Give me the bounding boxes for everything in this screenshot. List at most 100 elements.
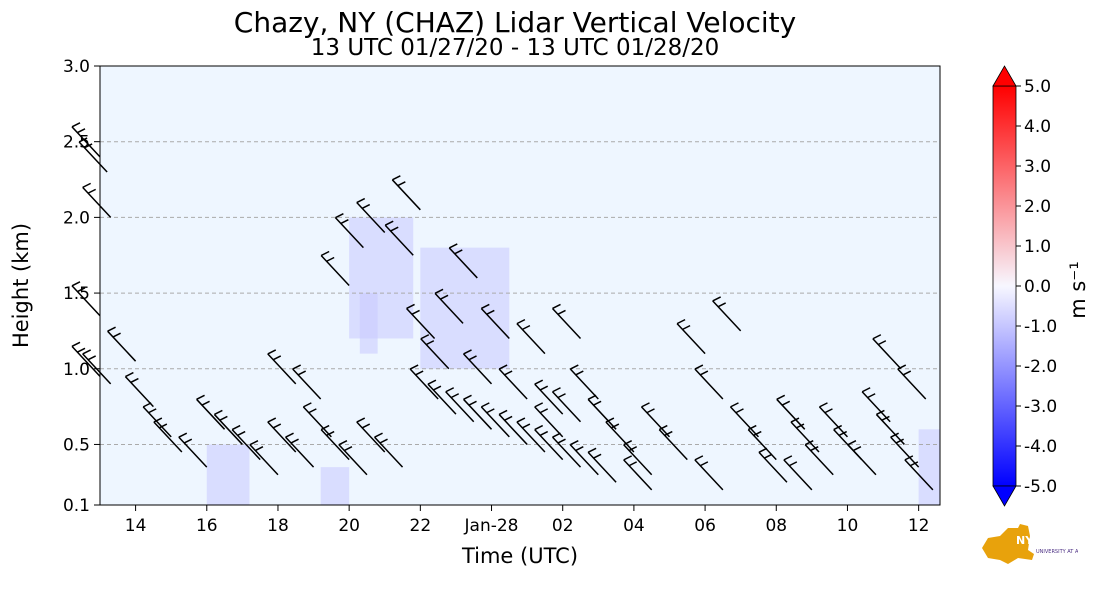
wind-barb: [320, 250, 350, 287]
wind-barb: [445, 387, 475, 423]
x-tick-label: 08: [765, 516, 787, 536]
colorbar-tick-label: 4.0: [1024, 117, 1051, 137]
nys-map-icon: [982, 524, 1034, 564]
wind-barb: [897, 364, 927, 400]
colorbar-tick-label: 0.0: [1024, 277, 1051, 297]
wind-barb: [569, 364, 599, 400]
wind-barb: [107, 326, 137, 362]
x-tick-label: 22: [410, 516, 432, 536]
wind-barb: [804, 440, 834, 476]
wind-barb: [623, 455, 653, 491]
velocity-patch: [359, 293, 378, 354]
colorbar-tick-label: -5.0: [1024, 477, 1057, 497]
wind-barb: [498, 364, 528, 400]
y-axis-label: Height (km): [9, 223, 33, 348]
wind-barb: [462, 394, 493, 430]
x-tick-label: 14: [125, 516, 147, 536]
mesonet-logo: NYS UNIVERSITY AT ALBANY: [978, 520, 1096, 568]
plot-area: [100, 66, 940, 505]
wind-barb: [516, 318, 546, 355]
y-tick-label: 2.0: [63, 208, 90, 228]
y-tick-label: 0.5: [63, 435, 90, 455]
wind-barb: [534, 402, 564, 438]
wind-barb: [480, 303, 510, 339]
svg-text:UNIVERSITY AT ALBANY: UNIVERSITY AT ALBANY: [1036, 549, 1078, 555]
colorbar-tick-label: -1.0: [1024, 317, 1057, 337]
x-tick-label: 16: [196, 516, 218, 536]
y-tick-label: 1.0: [63, 360, 90, 380]
wind-barb: [409, 364, 439, 400]
wind-barb: [587, 447, 617, 483]
wind-barb: [78, 137, 108, 173]
svg-text:NYS: NYS: [1016, 534, 1041, 547]
colorbar-tick-label: -4.0: [1024, 437, 1057, 457]
wind-barb: [356, 197, 386, 234]
x-tick-label: 18: [267, 516, 289, 536]
x-tick-label: 20: [338, 516, 360, 536]
chart-title: Chazy, NY (CHAZ) Lidar Vertical Velocity: [233, 6, 797, 39]
wind-barb: [373, 432, 404, 468]
wind-barb: [694, 455, 724, 491]
wind-barb: [790, 417, 820, 453]
wind-barb: [320, 424, 350, 461]
y-tick-label: 1.5: [63, 284, 90, 304]
wind-barb: [623, 440, 653, 476]
wind-barb: [534, 424, 564, 461]
y-tick-label: 2.5: [63, 133, 90, 153]
wind-barb: [462, 349, 493, 385]
wind-barb: [818, 402, 849, 438]
wind-barb: [71, 341, 101, 377]
colorbar: [992, 85, 1017, 487]
wind-barb: [267, 349, 297, 385]
x-tick-label: 04: [623, 516, 645, 536]
colorbar-tick-label: 1.0: [1024, 237, 1051, 257]
wind-barb: [384, 220, 414, 256]
wind-barb: [448, 243, 478, 279]
wind-barb: [776, 394, 806, 430]
wind-barb: [551, 303, 582, 339]
wind-barb: [420, 334, 450, 370]
wind-barb: [178, 432, 208, 468]
x-tick-label: Jan-28: [464, 516, 519, 536]
velocity-patch: [349, 217, 414, 339]
colorbar-tick-label: -2.0: [1024, 357, 1057, 377]
wind-barb: [213, 409, 243, 445]
wind-barb: [847, 440, 877, 476]
x-tick-label: 02: [552, 516, 574, 536]
wind-barb: [758, 447, 788, 483]
wind-barb: [480, 402, 510, 438]
colorbar-label: m s⁻¹: [1066, 261, 1090, 319]
wind-barb: [551, 387, 582, 423]
wind-barb: [196, 394, 226, 430]
wind-barb: [658, 424, 688, 461]
velocity-patch: [420, 247, 510, 369]
plot-frame: [99, 65, 941, 506]
wind-barb: [334, 212, 364, 249]
wind-barb: [71, 122, 101, 158]
chart-subtitle: 13 UTC 01/27/20 - 13 UTC 01/28/20: [310, 35, 720, 61]
x-axis-label: Time (UTC): [461, 544, 578, 568]
wind-barb: [285, 432, 315, 468]
velocity-patch: [320, 467, 350, 505]
colorbar-tick-label: 5.0: [1024, 77, 1051, 97]
wind-barb: [729, 402, 760, 438]
wind-barb: [516, 417, 546, 453]
wind-barb: [712, 296, 742, 332]
wind-barb: [82, 182, 112, 218]
wind-barb: [694, 364, 724, 400]
wind-barb: [783, 455, 813, 491]
velocity-patch: [918, 429, 940, 505]
wind-barb: [861, 387, 891, 423]
wind-barb: [904, 455, 934, 491]
x-tick-label: 06: [694, 516, 716, 536]
colorbar-min-arrow: [992, 485, 1017, 507]
wind-barb: [534, 379, 564, 415]
wind-barb: [391, 175, 421, 211]
wind-barb: [124, 371, 154, 408]
wind-barb: [605, 417, 635, 453]
wind-barb: [302, 402, 332, 438]
y-tick-label: 0.1: [63, 496, 90, 516]
wind-barb: [142, 402, 172, 438]
wind-barb: [640, 402, 671, 438]
